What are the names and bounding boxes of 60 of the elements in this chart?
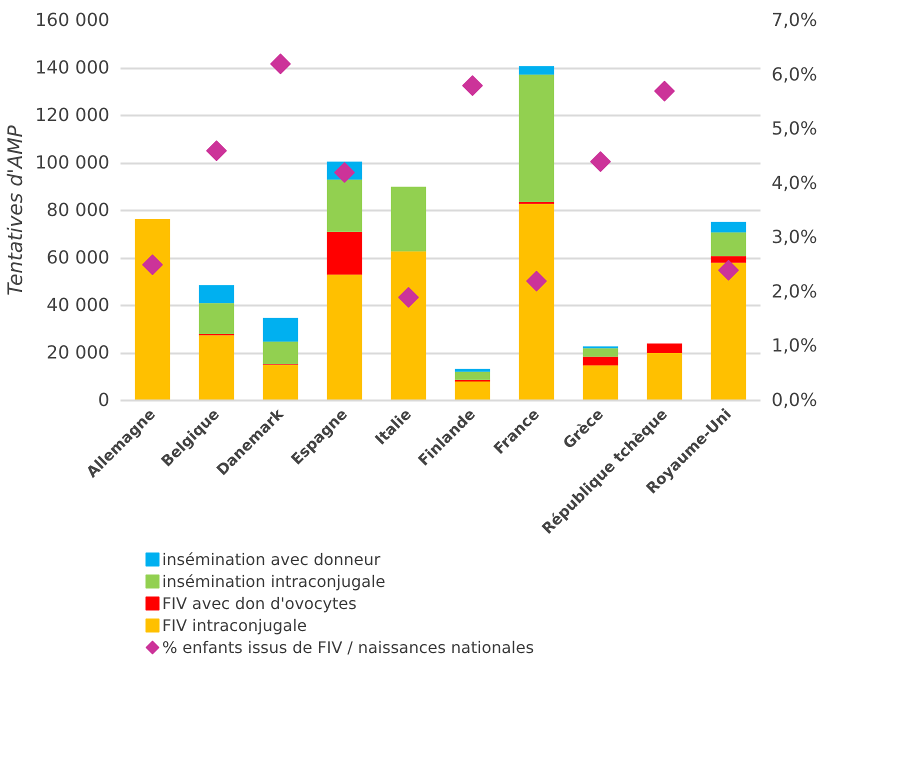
bar <box>710 222 746 232</box>
bar <box>582 356 618 366</box>
bar <box>134 219 170 400</box>
bar <box>518 66 554 75</box>
point <box>654 80 675 102</box>
y2-tick-label: 3,0% <box>772 227 818 248</box>
y-tick-label: 60 000 <box>46 248 110 268</box>
bar <box>454 372 490 380</box>
y-tick-label: 80 000 <box>46 200 110 221</box>
point <box>590 151 611 172</box>
bar <box>710 262 746 400</box>
bar <box>518 74 554 202</box>
bar <box>454 382 490 400</box>
bar <box>198 335 234 400</box>
y2-tick-label: 7,0% <box>772 10 818 31</box>
y2-tick-label: 6,0% <box>772 64 818 86</box>
bar <box>390 186 426 252</box>
y2-tick-label: 5,0% <box>772 118 818 140</box>
legend-label: insémination avec donneur <box>162 550 381 569</box>
bar <box>710 232 746 256</box>
legend-label: insémination intraconjugale <box>162 572 386 591</box>
bar <box>646 344 682 353</box>
bar <box>390 251 426 400</box>
bar <box>198 285 234 304</box>
y-tick-label: 20 000 <box>46 342 110 364</box>
bar <box>262 342 298 364</box>
bar <box>710 256 746 263</box>
y2-tick-label: 4,0% <box>772 172 818 194</box>
bar <box>582 348 618 357</box>
legend-label: FIV intraconjugale <box>162 616 307 635</box>
point <box>270 54 291 74</box>
bar <box>262 318 298 342</box>
y-tick-label: 100 000 <box>35 152 110 174</box>
y-tick-label: 40 000 <box>46 295 110 316</box>
point <box>398 286 419 308</box>
bar <box>198 303 234 334</box>
legend-label: FIV avec don d'ovocytes <box>162 594 357 613</box>
point <box>142 254 163 276</box>
y-tick-label: 120 000 <box>35 105 110 126</box>
legend-label: % enfants issus de FIV / naissances nationales <box>162 638 534 657</box>
y2-tick-label: 0,0% <box>772 390 818 411</box>
point <box>718 260 739 281</box>
point <box>526 270 547 292</box>
bar <box>262 364 298 400</box>
bar <box>582 365 618 400</box>
point <box>462 75 483 96</box>
y-tick-label: 140 000 <box>35 58 110 78</box>
bar <box>326 180 362 232</box>
y-axis-title: Tentatives d'AMP <box>3 124 28 296</box>
y-tick-label: 160 000 <box>35 10 110 31</box>
y2-tick-label: 1,0% <box>772 336 818 357</box>
bar <box>646 353 682 400</box>
bar <box>326 274 362 400</box>
bar <box>326 232 362 275</box>
y2-tick-label: 2,0% <box>772 281 818 302</box>
bar <box>518 204 554 400</box>
bar <box>454 368 490 372</box>
point <box>206 140 227 162</box>
point <box>334 162 355 183</box>
y-tick-label: 0 <box>98 390 110 411</box>
